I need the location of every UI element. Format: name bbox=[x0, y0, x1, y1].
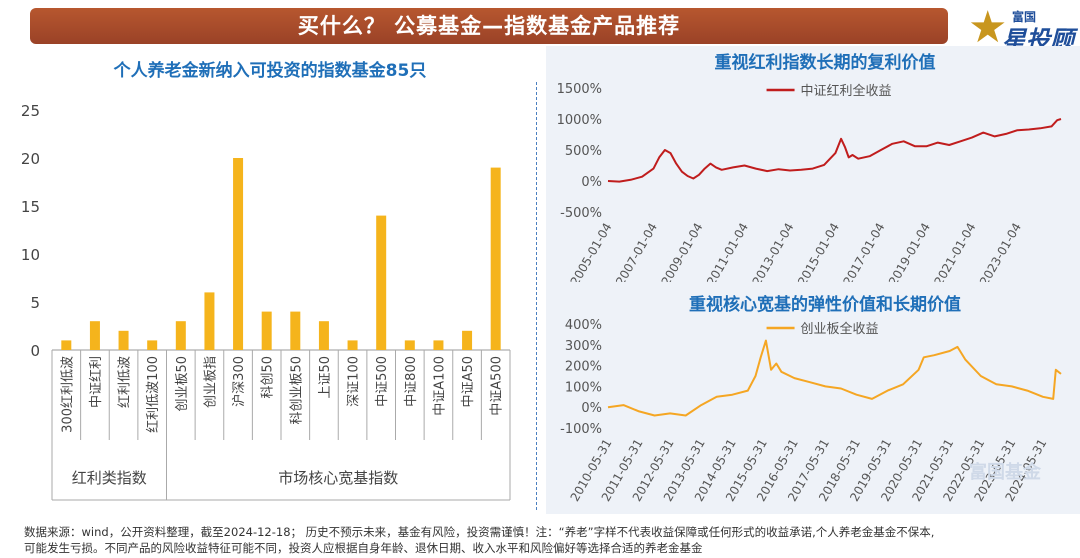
x-tick-label: 科创50 bbox=[261, 356, 276, 399]
chinext-line-chart: -100%0%100%200%300%400%2010-05-312011-05… bbox=[560, 318, 1062, 504]
x-tick-label: 2019-01-04 bbox=[886, 221, 933, 283]
x-tick-label: 2015-01-04 bbox=[795, 221, 842, 283]
x-tick-label: 2005-01-04 bbox=[568, 221, 615, 283]
x-tick-label: 创业板指 bbox=[203, 356, 218, 408]
bar bbox=[175, 321, 186, 350]
legend-label: 创业板全收益 bbox=[801, 321, 879, 337]
page-title: 买什么？ 公募基金—指数基金产品推荐 bbox=[30, 8, 948, 44]
x-tick-label: 2013-01-04 bbox=[750, 221, 797, 283]
group-label: 红利类指数 bbox=[72, 469, 147, 487]
series-line bbox=[607, 339, 1062, 417]
x-tick-label: 中证500 bbox=[375, 356, 390, 407]
x-tick-label: 红利低波100 bbox=[145, 356, 161, 433]
y-tick-label: -500% bbox=[560, 206, 602, 221]
x-tick-label: 300红利低波 bbox=[59, 356, 75, 433]
footnote-line-1: 数据来源：wind，公开资料整理，截至2024-12-18； 历史不预示未来，基… bbox=[24, 525, 935, 539]
y-tick-label: -100% bbox=[560, 422, 602, 437]
bottom-right-chart-title: 重视核心宽基的弹性价值和长期价值 bbox=[689, 295, 961, 315]
x-tick-label: 沪深300 bbox=[231, 356, 247, 407]
x-tick-label: 2007-01-04 bbox=[613, 221, 660, 283]
bar bbox=[347, 340, 358, 350]
left-chart-title: 个人养老金新纳入可投资的指数基金85只 bbox=[113, 61, 427, 81]
y-tick-label: 15 bbox=[21, 198, 40, 216]
series-line bbox=[607, 118, 1062, 183]
x-tick-label: 创业板50 bbox=[175, 356, 190, 412]
y-tick-label: 5 bbox=[30, 294, 40, 312]
dividend-line-chart: -500% 0% 500% 1000% 1500% 2005-01-042007-01-0… bbox=[557, 82, 1062, 283]
bar bbox=[61, 340, 72, 350]
x-tick-label: 上证50 bbox=[318, 356, 333, 399]
x-tick-label: 2017-01-04 bbox=[841, 221, 888, 283]
bar bbox=[261, 311, 272, 350]
y-tick-label: 500% bbox=[565, 144, 602, 159]
panel-divider bbox=[536, 82, 537, 510]
footnote: 数据来源：wind，公开资料整理，截至2024-12-18； 历史不预示未来，基… bbox=[24, 524, 1076, 556]
x-tick-label: 中证A50 bbox=[461, 356, 476, 407]
footnote-line-2: 可能发生亏损。不同产品的风险收益特征可能不同，投资人应根据自身年龄、退休日期、收… bbox=[24, 541, 703, 555]
star-icon: ★ bbox=[968, 2, 1008, 53]
bar bbox=[290, 311, 301, 350]
bar bbox=[433, 340, 444, 350]
legend-label: 中证红利全收益 bbox=[801, 83, 892, 99]
bar bbox=[118, 330, 129, 350]
x-tick-label: 中证A100 bbox=[432, 356, 447, 416]
y-tick-label: 1500% bbox=[557, 82, 602, 97]
bar bbox=[376, 215, 387, 350]
y-tick-label: 25 bbox=[21, 102, 40, 120]
bar bbox=[490, 167, 501, 350]
x-tick-label: 中证800 bbox=[404, 356, 419, 407]
y-tick-label: 0% bbox=[581, 401, 602, 416]
x-tick-label: 2021-01-04 bbox=[932, 221, 979, 283]
bar bbox=[318, 321, 329, 350]
x-tick-label: 中证A500 bbox=[490, 356, 505, 416]
y-tick-label: 10 bbox=[21, 246, 40, 264]
logo-text-top: 富国 bbox=[1012, 10, 1037, 24]
bar bbox=[404, 340, 415, 350]
left-bar-chart: 0 5 10 15 20 25 300红利低波 中证红利 红利低波 红利低波100 创业板50 创业板… bbox=[21, 102, 511, 501]
bar bbox=[147, 340, 158, 350]
bar bbox=[204, 292, 215, 350]
x-tick-label: 深证100 bbox=[347, 356, 362, 407]
y-tick-label: 1000% bbox=[557, 113, 602, 128]
y-tick-label: 20 bbox=[21, 150, 40, 168]
x-tick-label: 中证红利 bbox=[88, 356, 104, 408]
top-right-chart-title: 重视红利指数长期的复利价值 bbox=[714, 53, 936, 73]
x-tick-label: 科创业板50 bbox=[289, 356, 304, 425]
y-tick-label: 0% bbox=[581, 175, 602, 190]
y-tick-label: 0 bbox=[30, 342, 40, 360]
right-panel bbox=[546, 46, 1080, 514]
x-tick-label: 红利低波 bbox=[117, 356, 133, 408]
bar bbox=[462, 330, 473, 350]
y-tick-label: 400% bbox=[565, 318, 602, 333]
x-tick-label: 2009-01-04 bbox=[659, 221, 706, 283]
y-tick-label: 200% bbox=[565, 360, 602, 375]
x-tick-label: 2023-01-04 bbox=[977, 221, 1024, 283]
x-tick-label: 2011-01-04 bbox=[704, 221, 751, 283]
bar bbox=[89, 321, 100, 350]
y-tick-label: 300% bbox=[565, 339, 602, 354]
group-label: 市场核心宽基指数 bbox=[278, 469, 398, 487]
watermark-text: 富国基金 bbox=[969, 461, 1042, 483]
y-tick-label: 100% bbox=[565, 380, 602, 395]
bar bbox=[233, 158, 244, 350]
